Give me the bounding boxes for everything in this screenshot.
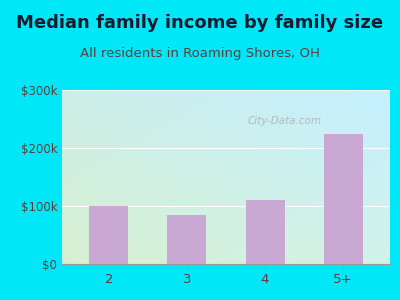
Text: Median family income by family size: Median family income by family size (16, 14, 384, 32)
Bar (246, 200, 284, 264)
Bar (89, 206, 128, 264)
Bar (168, 215, 206, 264)
Text: All residents in Roaming Shores, OH: All residents in Roaming Shores, OH (80, 46, 320, 59)
Text: City-Data.com: City-Data.com (248, 116, 322, 126)
Bar (324, 134, 363, 264)
